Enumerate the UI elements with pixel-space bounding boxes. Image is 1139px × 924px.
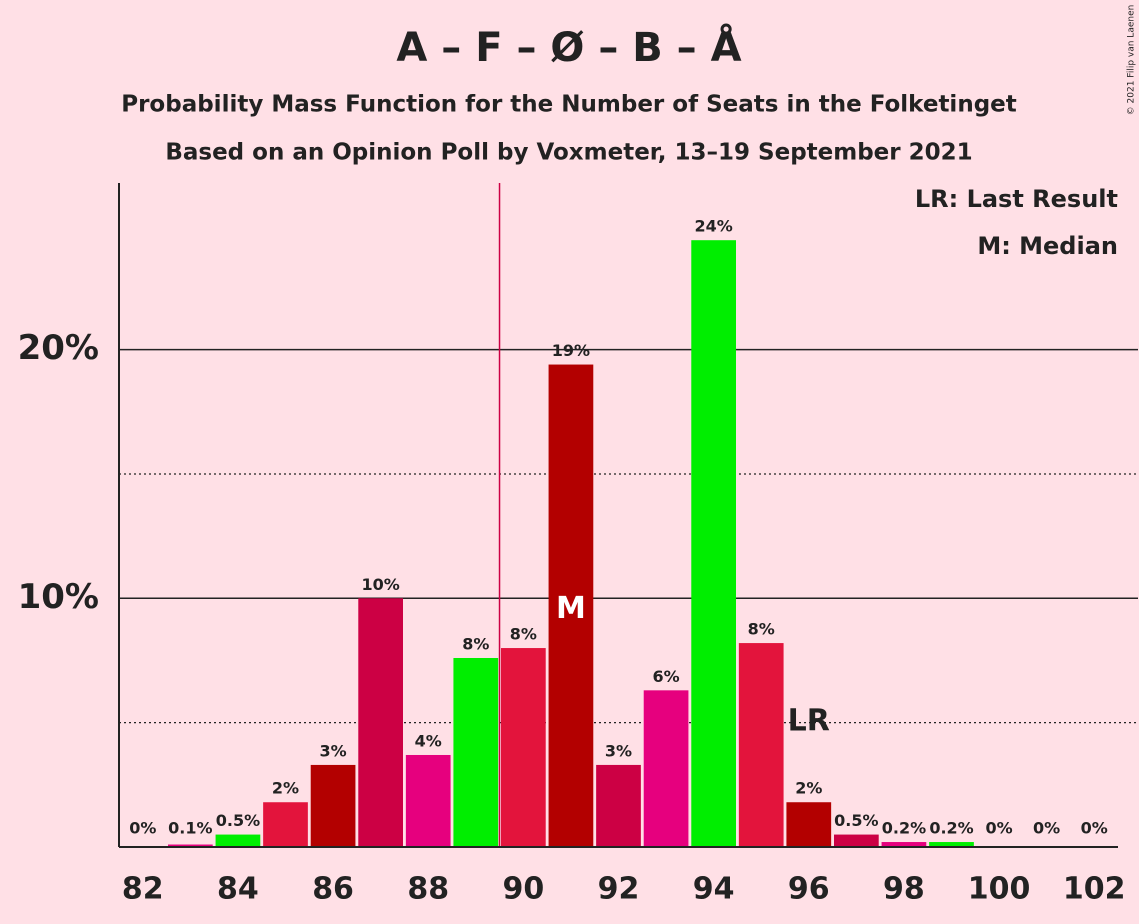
value-label: 0.5% [216,811,260,830]
bar [596,764,641,847]
bar [167,844,213,847]
x-tick-label: 100 [968,872,1031,907]
y-tick-label: 10% [18,577,99,617]
x-tick-label: 94 [693,872,735,907]
value-label: 0% [129,819,156,838]
chart-subtitle: Probability Mass Function for the Number… [121,92,1017,118]
last-result-label: LR [788,704,830,739]
value-label: 0.5% [834,811,878,830]
bar [691,240,737,848]
value-label: 0% [985,819,1012,838]
value-label: 0% [1081,819,1108,838]
bar [310,764,356,847]
value-label: 10% [361,575,399,594]
value-label: 0% [1033,819,1060,838]
value-label: 2% [795,779,822,798]
x-tick-label: 84 [217,872,259,907]
value-label: 6% [652,667,679,686]
bar [881,842,927,847]
x-tick-label: 98 [883,872,925,907]
value-label: 19% [552,341,590,360]
value-label: 0.2% [882,819,926,838]
bar [263,802,308,847]
bar [738,643,784,847]
value-label: 0.1% [168,819,212,838]
bar [500,648,546,847]
chart-title: A – F – Ø – B – Å [396,22,741,71]
median-label: M [556,591,586,626]
bar [215,834,261,847]
bar [548,364,594,847]
x-tick-label: 90 [502,872,544,907]
x-tick-label: 86 [312,872,354,907]
bar [786,802,832,847]
chart-subtitle: Based on an Opinion Poll by Voxmeter, 13… [165,140,972,166]
bar [833,834,879,847]
bar [358,598,404,847]
value-label: 8% [462,634,489,653]
legend-entry: LR: Last Result [915,185,1118,213]
value-label: 2% [272,779,299,798]
x-tick-label: 88 [407,872,449,907]
x-tick-label: 96 [788,872,830,907]
value-label: 0.2% [929,819,973,838]
x-tick-label: 82 [122,872,164,907]
value-label: 4% [415,731,442,750]
value-label: 24% [694,217,732,236]
bar [405,754,451,847]
legend-entry: M: Median [977,232,1118,260]
x-tick-label: 102 [1063,872,1126,907]
value-label: 3% [605,741,632,760]
bar [643,690,689,847]
value-label: 8% [510,625,537,644]
copyright: © 2021 Filip van Laenen [1127,5,1137,116]
value-label: 3% [319,741,346,760]
bar [453,657,499,847]
y-tick-label: 20% [18,328,99,368]
x-tick-label: 92 [598,872,640,907]
bar [929,842,974,847]
value-label: 8% [748,620,775,639]
